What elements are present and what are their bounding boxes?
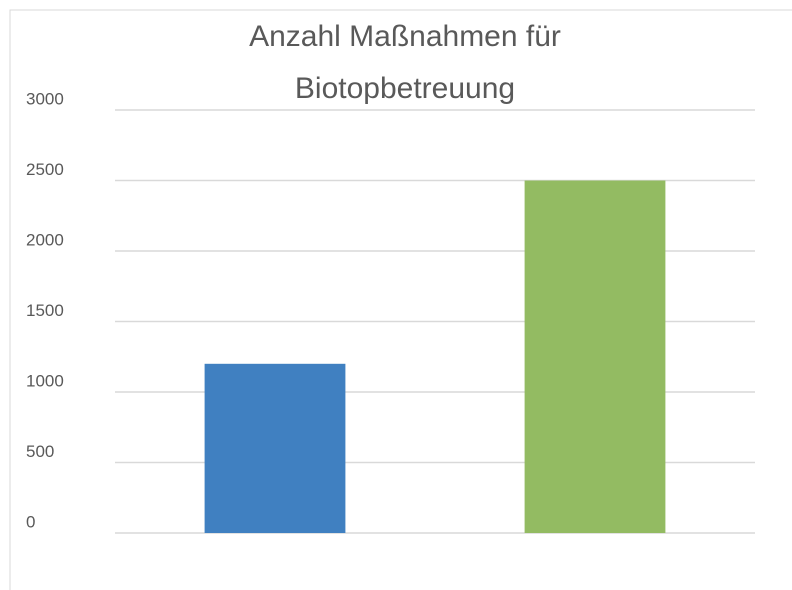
bar [204,363,346,533]
y-tick-label: 2500 [26,160,64,179]
y-tick-label: 2000 [26,230,64,249]
chart-frame [9,9,792,590]
y-tick-label: 500 [26,442,54,461]
y-tick-label: 1000 [26,371,64,390]
y-tick-label: 0 [26,512,35,531]
bar [524,180,666,533]
y-tick-label: 1500 [26,301,64,320]
y-tick-label: 3000 [26,89,64,108]
chart-title: Anzahl Maßnahmen für [249,20,561,53]
chart-title: Biotopbetreuung [295,72,515,105]
